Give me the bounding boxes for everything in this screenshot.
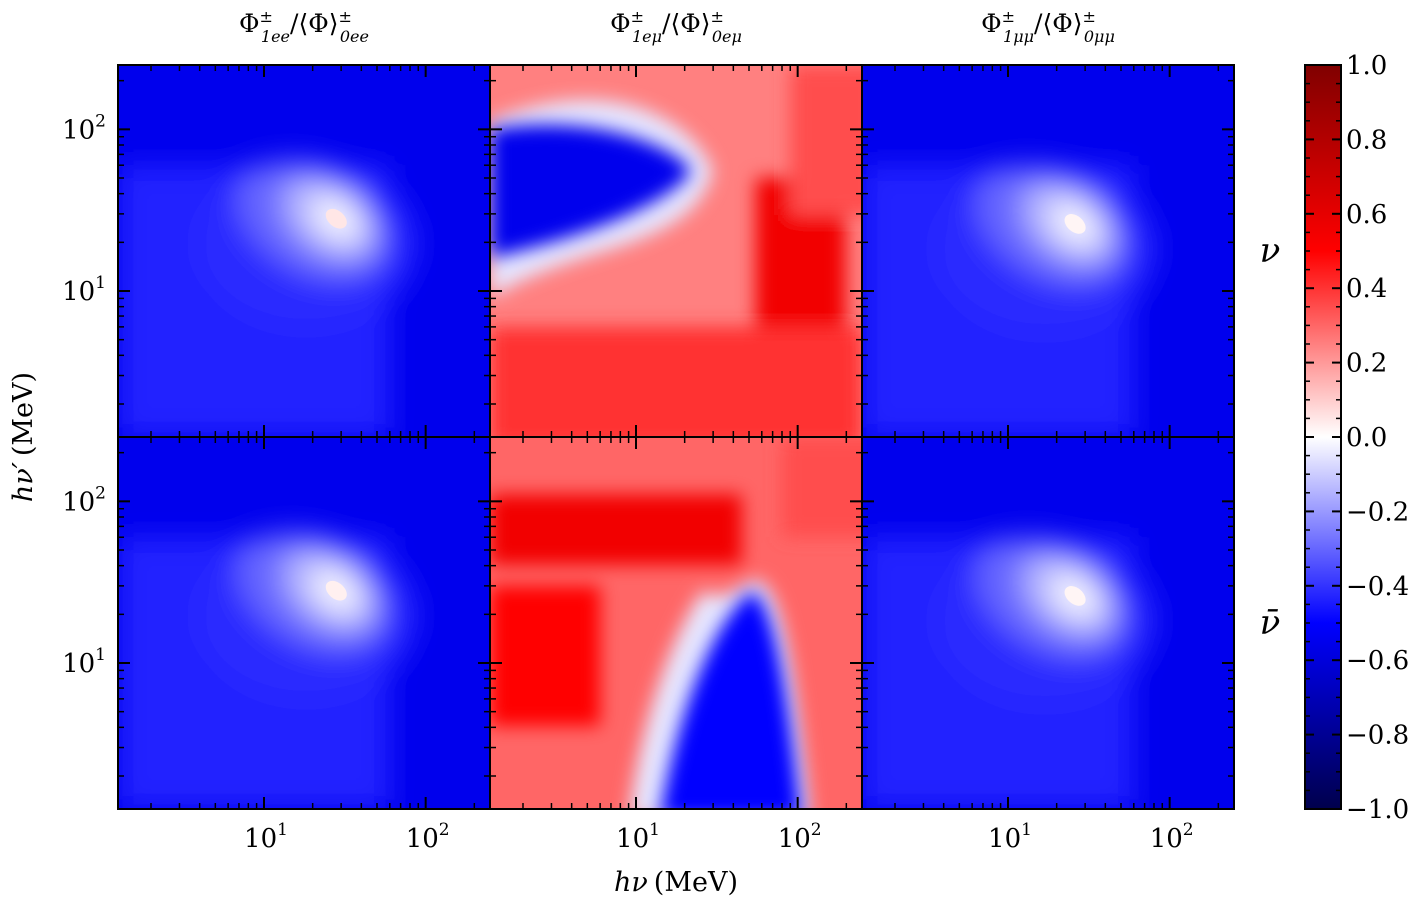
colorbar-tick-label: 0.4 bbox=[1346, 274, 1387, 304]
colorbar-tick-label: −1.0 bbox=[1346, 795, 1409, 825]
x-tick-label: 101 bbox=[244, 820, 288, 854]
colorbar-tick-label: −0.4 bbox=[1346, 572, 1409, 602]
y-axis-label: hν′(MeV) bbox=[8, 372, 39, 502]
peak-marker bbox=[1064, 214, 1086, 234]
negative-lobe bbox=[490, 124, 692, 259]
heatmap-panel-nubar-emu bbox=[490, 437, 862, 809]
x-tick-label: 102 bbox=[1150, 820, 1194, 854]
colorbar-tick-label: 0.6 bbox=[1346, 200, 1387, 230]
y-tick-label: 102 bbox=[62, 111, 106, 145]
colorbar-tick-label: 0.8 bbox=[1346, 125, 1387, 155]
column-title-ee: Φ± 1ee/⟨Φ⟩± 0ee bbox=[239, 7, 369, 46]
colorbar-tick-label: 1.0 bbox=[1346, 51, 1387, 81]
x-tick-label: 102 bbox=[778, 820, 822, 854]
heatmap-panel-nubar-ee bbox=[118, 437, 490, 809]
heatmap-panel-nu-mumu bbox=[862, 65, 1234, 437]
column-title-emu: Φ± 1eμ/⟨Φ⟩± 0eμ bbox=[610, 7, 742, 46]
heatmap-panel-nubar-mumu bbox=[862, 437, 1234, 809]
colorbar-tick-label: −0.2 bbox=[1346, 497, 1409, 527]
x-tick-label: 101 bbox=[616, 820, 660, 854]
heatmap-panels bbox=[118, 65, 1234, 809]
x-axis-label: hν (MeV) bbox=[614, 867, 738, 898]
colorbar: 1.0 0.8 0.6 0.4 0.2 0.0 −0.2 −0.4 −0.6 −0.8 −1.0 bbox=[1304, 51, 1409, 825]
colorbar-tick-label: −0.8 bbox=[1346, 721, 1409, 751]
x-tick-label: 102 bbox=[406, 820, 450, 854]
colorbar-tick-label: 0.2 bbox=[1346, 349, 1387, 379]
heatmap-panel-nu-ee bbox=[118, 65, 490, 437]
row-label-nu: ν bbox=[1260, 231, 1281, 271]
peak-marker bbox=[325, 580, 347, 601]
column-title-mumu: Φ± 1μμ/⟨Φ⟩± 0μμ bbox=[981, 7, 1115, 46]
peak-marker bbox=[325, 208, 347, 229]
panel-frames bbox=[117, 64, 1235, 810]
heatmap-panel-nu-emu bbox=[490, 65, 862, 437]
negative-lobe bbox=[661, 590, 801, 809]
colorbar-tick-label: 0.0 bbox=[1346, 423, 1387, 453]
y-tick-label: 101 bbox=[62, 645, 106, 679]
x-tick-label: 101 bbox=[988, 820, 1032, 854]
colorbar-tick-label: −0.6 bbox=[1346, 646, 1409, 676]
y-tick-label: 102 bbox=[62, 483, 106, 517]
peak-marker bbox=[1064, 586, 1086, 606]
row-label-nubar: ν̄ bbox=[1260, 603, 1281, 643]
y-tick-label: 101 bbox=[62, 273, 106, 307]
